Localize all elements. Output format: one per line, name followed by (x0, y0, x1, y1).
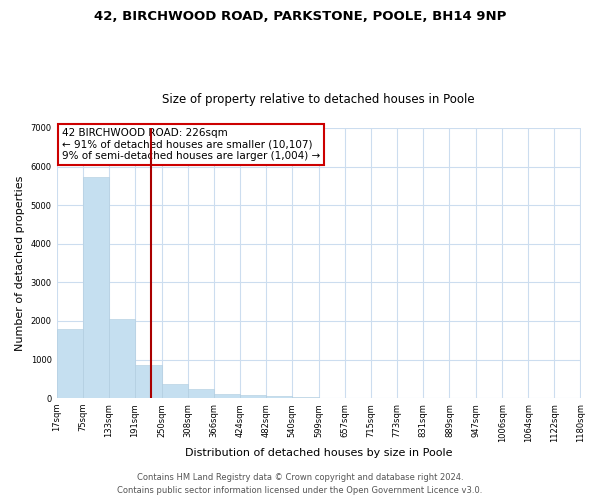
Text: Contains HM Land Registry data © Crown copyright and database right 2024.
Contai: Contains HM Land Registry data © Crown c… (118, 474, 482, 495)
Y-axis label: Number of detached properties: Number of detached properties (15, 176, 25, 350)
Bar (161, 384, 188, 398)
Bar (83, 177, 109, 398)
Bar (214, 394, 240, 398)
Bar (109, 319, 135, 398)
Text: 42, BIRCHWOOD ROAD, PARKSTONE, POOLE, BH14 9NP: 42, BIRCHWOOD ROAD, PARKSTONE, POOLE, BH… (94, 10, 506, 23)
Bar (240, 396, 266, 398)
Bar (135, 366, 161, 398)
Text: 42 BIRCHWOOD ROAD: 226sqm
← 91% of detached houses are smaller (10,107)
9% of se: 42 BIRCHWOOD ROAD: 226sqm ← 91% of detac… (62, 128, 320, 161)
Bar (56, 330, 83, 398)
Bar (292, 397, 319, 398)
Bar (266, 396, 292, 398)
Title: Size of property relative to detached houses in Poole: Size of property relative to detached ho… (162, 93, 475, 106)
Bar (188, 389, 214, 398)
X-axis label: Distribution of detached houses by size in Poole: Distribution of detached houses by size … (185, 448, 452, 458)
